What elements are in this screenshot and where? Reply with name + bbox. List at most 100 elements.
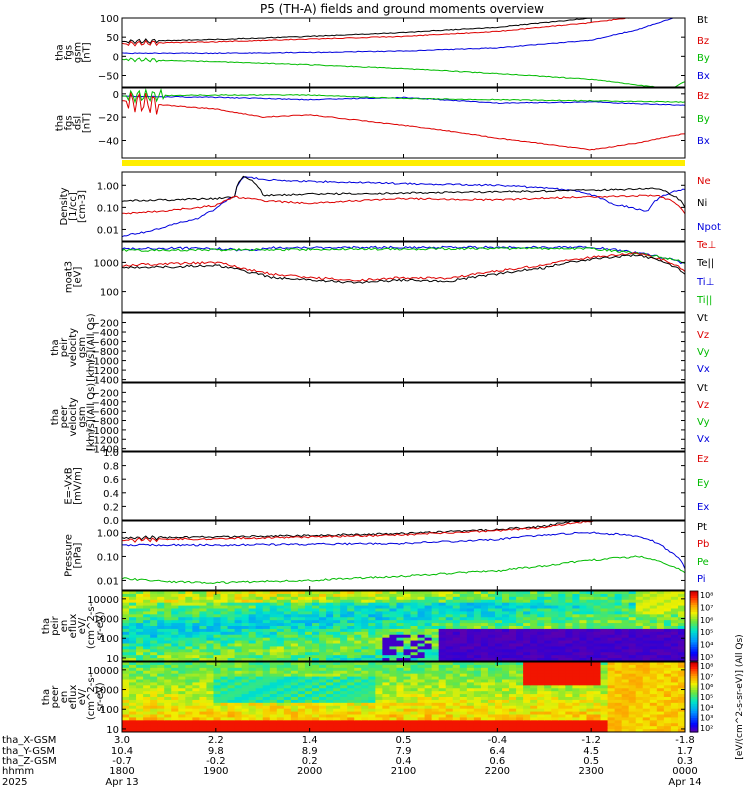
peir-spec-colorbar: 10⁸ 10⁷ 10⁶ 10⁵ 10⁴ 10³ [689,590,713,662]
temperature-series-te [122,253,685,284]
fgs-gsm-series-bz [122,18,633,47]
peir-spec-colorbar-tick: 10⁴ [700,641,713,650]
y-axis-label-line: fgs [64,115,75,130]
y-tick-label: −1200 [85,435,119,446]
ephemeris-label: hhmm [2,766,34,777]
y-tick-label: 10 [106,725,119,736]
fgs-gsm-legend: Bt Bz By Bx [697,15,710,82]
density-series-ne [122,194,685,215]
legend-entry: Ti⊥ [696,277,714,288]
y-axis-label-line: velocity [68,397,79,436]
y-tick-label: 0.01 [97,225,119,236]
ephemeris-value: 6.4 [489,746,505,757]
y-axis-label-line: eV/ [77,688,88,705]
ephemeris-value: -0.2 [206,756,226,767]
pressure-series-pt [122,521,582,541]
peer-spec-colorbar-tick: 10⁸ [700,662,713,671]
y-axis-label-line: peer [59,405,70,429]
y-tick-label: 1.0 [103,448,119,459]
legend-entry: Ne [697,176,711,187]
pressure-legend: Pt Pb Pe Pi [697,522,709,585]
y-tick-label: −20 [98,113,119,124]
y-axis-label-line: Density [59,187,70,225]
peir-spec-colorbar-tick: 10⁸ [700,591,713,600]
pressure-series-pe [122,555,685,585]
y-tick-label: 100 [100,705,119,716]
fgs-dsl-series-bx [122,95,685,106]
ephemeris-value: 0.5 [583,756,599,767]
legend-entry: Bx [697,71,710,82]
y-tick-label: 1.00 [97,181,119,192]
panel-peer-velocity: VtVzVyVx−200−400−600−800−1000−1200−1400t… [50,382,710,456]
peer-spec-colorbar-tick: 10⁶ [700,683,713,692]
temperature-ylabel: moat3[eV] [64,261,84,293]
legend-entry: Ey [697,478,709,489]
fgs-dsl-series-by [122,88,685,105]
y-tick-label: 0 [113,52,119,63]
y-axis-label-line: [nT] [82,42,93,62]
legend-entry: Vx [697,364,710,375]
legend-entry: Pi [697,574,706,585]
y-tick-label: −1400 [85,376,119,387]
y-tick-label: −40 [98,137,119,148]
y-axis-label-line: eV/ [77,617,88,634]
peer-spec-colorbar-tick: 10² [700,724,713,733]
y-axis-label-line: eflux [68,685,79,710]
peir-spec-colorbar-tick: 10⁶ [700,616,713,625]
y-tick-label: 0.8 [103,462,119,473]
legend-entry: Bt [697,15,708,26]
y-tick-label: 100 [100,634,119,645]
fgs-gsm-series-bx [122,18,675,55]
y-tick-label: 1000 [94,615,119,626]
ephemeris-value: -0.4 [488,735,508,746]
legend-entry: By [697,53,710,64]
legend-entry: Pb [697,539,709,550]
legend-entry: Vy [697,417,710,428]
panel-pressure: Pt Pb Pe Pi 1.00 0.10 0.01 Pressure[nPa] [64,520,709,591]
y-axis-label-line: sr-eV) [95,682,106,711]
peer-spec-y-ticks: 10000 1000 100 10 [87,662,686,736]
y-tick-label: −600 [92,338,119,349]
ephemeris-value: -1.8 [675,735,695,746]
density-ylabel: Density[1/cc][cm-3] [59,187,88,225]
fgs-dsl-series-bz [122,92,685,151]
temperature-series-group [122,245,685,284]
y-axis-label-line: [cm-3] [77,190,88,223]
efield-ylabel: E=-VxB[mV/m] [64,467,84,505]
y-axis-label-line: fgs [64,45,75,60]
ephemeris-value: 2000 [297,766,322,777]
y-tick-label: −600 [92,407,119,418]
ephemeris-value: 10.4 [111,746,133,757]
panel-temperature: Te⊥ Te|| Ti⊥ Ti|| 1000 100 moat3[eV] [64,240,716,313]
panel-efield: Ez Ey Ex 1.0 0.8 0.6 0.4 0.2 0.0 E=-VxB[mV/m] [64,448,710,527]
y-axis-label-line: peir [59,337,70,357]
ephemeris-value: 7.9 [396,746,412,757]
legend-entry: Vt [697,383,708,394]
legend-entry: Vy [697,347,710,358]
panels-group: BtBzByBx100500−50thafgsgsm[nT]BzByBx0−20… [41,14,745,760]
y-axis-label-line: tha [41,618,52,634]
legend-entry: Ex [697,502,709,513]
peir-velocity-frame [121,312,686,383]
legend-entry: Ez [697,454,709,465]
peer-velocity-y-ticks: −200−400−600−800−1000−1200−1400 [85,383,686,456]
y-tick-label: −800 [92,347,119,358]
peer-spec-colorbar-tick: 10⁵ [700,693,713,702]
y-tick-label: 10000 [87,595,119,606]
y-tick-label: −200 [92,388,119,399]
y-tick-label: −400 [92,328,119,339]
chart-title: P5 (TH-A) fields and ground moments over… [260,2,544,16]
y-axis-label-line: [mV/m] [73,467,84,505]
density-legend: Ne Ni Npot [697,176,721,233]
y-axis-label-line: tha [55,44,66,60]
density-series-ni [122,175,685,208]
y-axis-label-line: [eV] [73,267,84,288]
y-axis-label-line: en [59,620,70,633]
panel-density: Ne Ni Npot 1.00 0.10 0.01 Density[1/cc][cm-3] [59,171,721,242]
density-y-ticks: 1.00 0.10 0.01 [97,172,686,241]
fgs-dsl-legend: Bz By Bx [697,91,710,147]
ephemeris-value: 9.8 [208,746,224,757]
